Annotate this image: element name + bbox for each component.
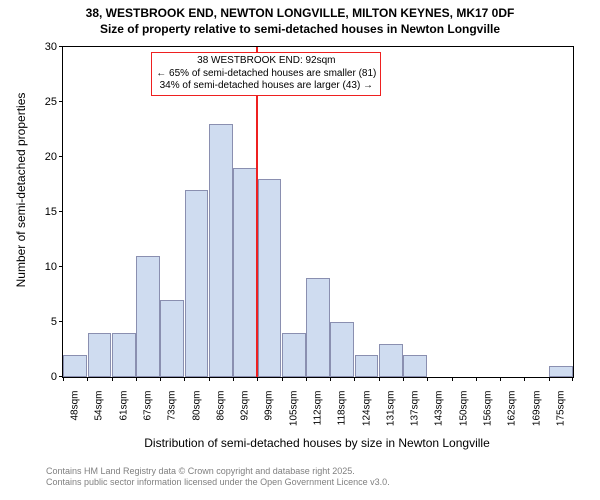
x-tick-mark bbox=[184, 377, 185, 381]
histogram-bar bbox=[258, 179, 282, 377]
x-axis-label: Distribution of semi-detached houses by … bbox=[62, 436, 572, 450]
x-tick-mark bbox=[330, 377, 331, 381]
x-tick-label: 118sqm bbox=[337, 391, 348, 441]
callout-line2: ← 65% of semi-detached houses are smalle… bbox=[156, 68, 376, 81]
x-tick-label: 67sqm bbox=[143, 391, 154, 441]
y-tick-label: 20 bbox=[45, 151, 63, 163]
x-tick-mark bbox=[403, 377, 404, 381]
x-tick-mark bbox=[524, 377, 525, 381]
histogram-bar bbox=[136, 256, 160, 377]
x-tick-label: 137sqm bbox=[410, 391, 421, 441]
y-tick-mark bbox=[59, 266, 63, 267]
histogram-bar bbox=[379, 344, 403, 377]
x-tick-label: 112sqm bbox=[313, 391, 324, 441]
x-tick-label: 124sqm bbox=[361, 391, 372, 441]
x-tick-mark bbox=[427, 377, 428, 381]
x-tick-mark bbox=[233, 377, 234, 381]
footer-line1: Contains HM Land Registry data © Crown c… bbox=[46, 466, 390, 477]
y-tick-label: 5 bbox=[51, 316, 63, 328]
x-tick-label: 54sqm bbox=[94, 391, 105, 441]
x-tick-label: 73sqm bbox=[167, 391, 178, 441]
callout-line1: 38 WESTBROOK END: 92sqm bbox=[156, 55, 376, 68]
y-axis-label: Number of semi-detached properties bbox=[14, 60, 28, 320]
x-tick-label: 131sqm bbox=[385, 391, 396, 441]
x-tick-mark bbox=[476, 377, 477, 381]
x-tick-label: 105sqm bbox=[288, 391, 299, 441]
histogram-bar bbox=[185, 190, 209, 377]
x-tick-label: 99sqm bbox=[264, 391, 275, 441]
x-tick-mark bbox=[136, 377, 137, 381]
histogram-bar bbox=[403, 355, 427, 377]
x-tick-mark bbox=[63, 377, 64, 381]
x-tick-label: 150sqm bbox=[458, 391, 469, 441]
x-tick-mark bbox=[452, 377, 453, 381]
y-tick-mark bbox=[59, 321, 63, 322]
chart-container: 38, WESTBROOK END, NEWTON LONGVILLE, MIL… bbox=[0, 0, 600, 500]
x-tick-mark bbox=[500, 377, 501, 381]
x-tick-label: 175sqm bbox=[555, 391, 566, 441]
footer-line2: Contains public sector information licen… bbox=[46, 477, 390, 488]
histogram-bar bbox=[88, 333, 112, 377]
reference-line bbox=[256, 47, 258, 377]
histogram-bar bbox=[549, 366, 573, 377]
y-tick-label: 0 bbox=[51, 371, 63, 383]
x-tick-label: 162sqm bbox=[507, 391, 518, 441]
histogram-bar bbox=[282, 333, 306, 377]
histogram-bar bbox=[355, 355, 379, 377]
histogram-bar bbox=[209, 124, 233, 377]
plot-area: 05101520253048sqm54sqm61sqm67sqm73sqm80s… bbox=[62, 46, 574, 378]
x-tick-mark bbox=[379, 377, 380, 381]
y-tick-mark bbox=[59, 156, 63, 157]
histogram-bar bbox=[160, 300, 184, 377]
x-tick-label: 156sqm bbox=[483, 391, 494, 441]
x-tick-label: 80sqm bbox=[191, 391, 202, 441]
histogram-bar bbox=[63, 355, 87, 377]
x-tick-mark bbox=[306, 377, 307, 381]
y-tick-mark bbox=[59, 46, 63, 47]
y-tick-label: 30 bbox=[45, 41, 63, 53]
y-tick-mark bbox=[59, 211, 63, 212]
x-tick-mark bbox=[282, 377, 283, 381]
x-tick-label: 48sqm bbox=[70, 391, 81, 441]
x-tick-mark bbox=[112, 377, 113, 381]
y-tick-label: 25 bbox=[45, 96, 63, 108]
chart-title-line2: Size of property relative to semi-detach… bbox=[0, 22, 600, 36]
footer-attribution: Contains HM Land Registry data © Crown c… bbox=[46, 466, 390, 489]
x-tick-label: 86sqm bbox=[215, 391, 226, 441]
histogram-bar bbox=[233, 168, 257, 377]
x-tick-mark bbox=[549, 377, 550, 381]
x-tick-label: 143sqm bbox=[434, 391, 445, 441]
x-tick-mark bbox=[87, 377, 88, 381]
x-tick-mark bbox=[354, 377, 355, 381]
x-tick-mark bbox=[160, 377, 161, 381]
x-tick-label: 169sqm bbox=[531, 391, 542, 441]
x-tick-label: 92sqm bbox=[240, 391, 251, 441]
x-tick-label: 61sqm bbox=[118, 391, 129, 441]
reference-callout: 38 WESTBROOK END: 92sqm ← 65% of semi-de… bbox=[151, 52, 381, 96]
callout-line3: 34% of semi-detached houses are larger (… bbox=[156, 80, 376, 93]
y-tick-label: 10 bbox=[45, 261, 63, 273]
y-tick-mark bbox=[59, 101, 63, 102]
x-tick-mark bbox=[209, 377, 210, 381]
histogram-bar bbox=[330, 322, 354, 377]
histogram-bar bbox=[306, 278, 330, 377]
x-tick-mark bbox=[257, 377, 258, 381]
chart-title-line1: 38, WESTBROOK END, NEWTON LONGVILLE, MIL… bbox=[0, 6, 600, 20]
x-tick-mark bbox=[572, 377, 573, 381]
histogram-bar bbox=[112, 333, 136, 377]
y-tick-label: 15 bbox=[45, 206, 63, 218]
